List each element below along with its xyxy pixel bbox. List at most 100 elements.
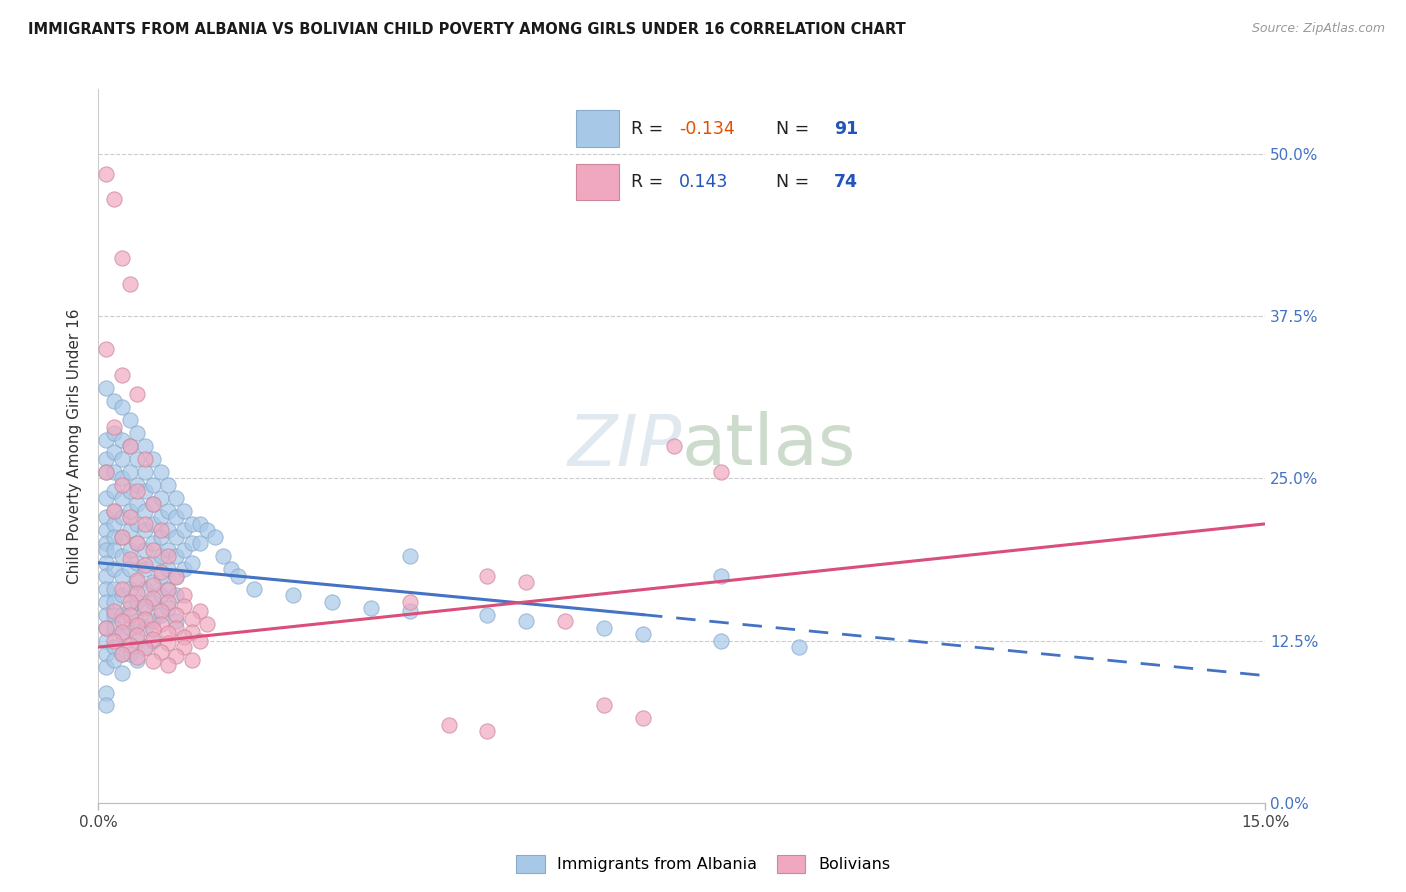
Point	[165, 510, 187, 524]
Point	[127, 633, 149, 648]
Point	[477, 568, 499, 582]
Point	[398, 549, 420, 564]
Point	[149, 616, 172, 631]
Point	[134, 562, 156, 576]
Text: atlas: atlas	[682, 411, 856, 481]
Point	[134, 641, 156, 656]
Point	[103, 445, 125, 459]
Point	[134, 611, 156, 625]
Point	[173, 562, 195, 576]
Point	[127, 536, 149, 550]
Point	[219, 562, 242, 576]
Point	[118, 439, 141, 453]
Point	[180, 624, 202, 639]
Point	[111, 624, 134, 639]
Point	[134, 558, 156, 573]
Point	[142, 654, 165, 668]
Point	[111, 568, 134, 582]
Point	[710, 568, 733, 582]
Point	[111, 588, 134, 602]
Point	[180, 556, 202, 570]
Point	[127, 387, 149, 401]
Point	[142, 536, 165, 550]
Point	[212, 549, 235, 564]
Point	[118, 542, 141, 557]
Point	[96, 621, 118, 635]
Point	[142, 516, 165, 531]
Point	[96, 465, 118, 479]
Point	[173, 588, 195, 602]
Point	[96, 433, 118, 447]
Point	[103, 516, 125, 531]
Point	[127, 653, 149, 667]
Point	[554, 614, 576, 628]
Point	[111, 433, 134, 447]
Point	[118, 562, 141, 576]
Point	[127, 618, 149, 632]
Point	[149, 645, 172, 659]
Point	[437, 718, 460, 732]
Point	[127, 650, 149, 665]
Point	[134, 504, 156, 518]
Point	[118, 524, 141, 538]
Point	[134, 452, 156, 467]
Point	[157, 658, 180, 673]
Text: IMMIGRANTS FROM ALBANIA VS BOLIVIAN CHILD POVERTY AMONG GIRLS UNDER 16 CORRELATI: IMMIGRANTS FROM ALBANIA VS BOLIVIAN CHIL…	[28, 22, 905, 37]
Point	[134, 621, 156, 635]
Point	[142, 622, 165, 636]
Point	[111, 491, 134, 505]
Point	[165, 549, 187, 564]
Point	[96, 542, 118, 557]
Point	[118, 504, 141, 518]
Point	[96, 621, 118, 635]
Point	[142, 591, 165, 605]
Point	[96, 491, 118, 505]
Point	[157, 542, 180, 557]
Point	[142, 632, 165, 647]
Point	[142, 478, 165, 492]
Point	[142, 575, 165, 590]
Point	[149, 491, 172, 505]
Point	[118, 595, 141, 609]
Point	[103, 633, 125, 648]
Point	[127, 585, 149, 599]
Point	[165, 621, 187, 635]
Point	[96, 524, 118, 538]
Point	[111, 251, 134, 265]
Point	[96, 595, 118, 609]
Point	[127, 484, 149, 499]
Point	[142, 497, 165, 511]
Point	[134, 484, 156, 499]
Point	[118, 465, 141, 479]
Point	[96, 698, 118, 713]
Point	[96, 685, 118, 699]
Point	[118, 510, 141, 524]
Point	[165, 568, 187, 582]
Point	[134, 599, 156, 613]
Point	[96, 381, 118, 395]
Point	[195, 616, 218, 631]
Point	[165, 491, 187, 505]
Point	[103, 465, 125, 479]
Point	[149, 604, 172, 618]
Point	[149, 565, 172, 579]
Point	[157, 636, 180, 650]
Point	[321, 595, 343, 609]
Point	[593, 621, 616, 635]
Point	[118, 601, 141, 615]
Point	[710, 633, 733, 648]
Point	[134, 582, 156, 596]
Point	[157, 582, 180, 597]
Point	[157, 625, 180, 640]
Point	[118, 277, 141, 291]
Point	[134, 640, 156, 654]
Point	[142, 497, 165, 511]
Point	[165, 607, 187, 622]
Point	[134, 465, 156, 479]
Point	[118, 413, 141, 427]
Point	[157, 524, 180, 538]
Point	[127, 573, 149, 587]
Point	[96, 342, 118, 356]
Point	[111, 647, 134, 661]
Point	[477, 607, 499, 622]
